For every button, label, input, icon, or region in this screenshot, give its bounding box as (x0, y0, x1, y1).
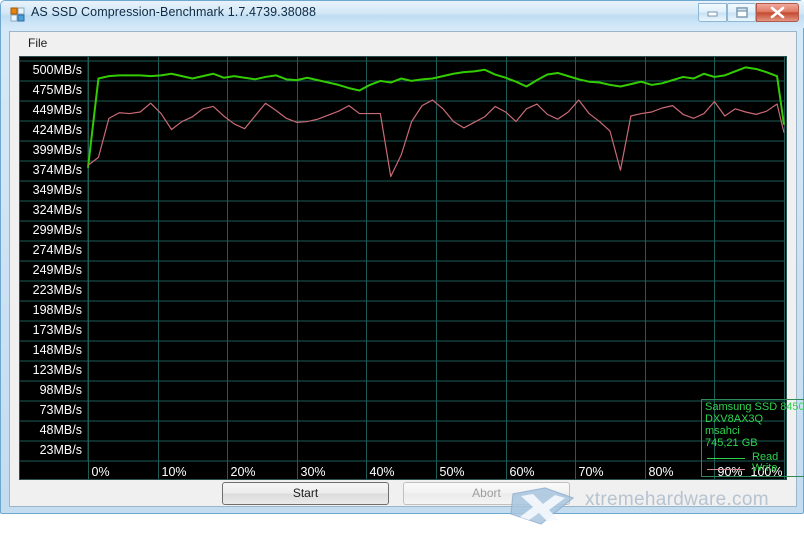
chart-series (87, 66, 785, 178)
x-tick-label: 30% (301, 465, 326, 479)
series-read-line (87, 66, 785, 168)
x-tick-label: 50% (440, 465, 465, 479)
y-axis-tick-labels: 500MB/s 475MB/s 449MB/s 424MB/s 399MB/s 374MB… (33, 63, 82, 457)
watermark-text: xtremehardware.com (585, 489, 769, 510)
minimize-icon (707, 11, 718, 17)
y-tick-label: 449MB/s (33, 103, 82, 117)
y-tick-label: 48MB/s (40, 423, 82, 437)
chart-gridlines (20, 57, 785, 479)
minimize-button[interactable] (698, 3, 727, 22)
x-tick-label: 10% (162, 465, 187, 479)
close-icon (770, 6, 785, 19)
legend-read-swatch (707, 458, 745, 459)
x-tick-label: 60% (510, 465, 535, 479)
y-tick-label: 73MB/s (40, 403, 82, 417)
y-tick-label: 324MB/s (33, 203, 82, 217)
y-tick-label: 23MB/s (40, 443, 82, 457)
x-tick-label: 0% (92, 465, 110, 479)
window-title: AS SSD Compression-Benchmark 1.7.4739.38… (31, 5, 317, 19)
x-tick-label: 70% (579, 465, 604, 479)
y-tick-label: 198MB/s (33, 303, 82, 317)
x-tick-label: 100% (751, 465, 783, 479)
chart-legend: Samsung SSD 8450 DXV8AX3Q msahci 745,21 … (701, 399, 804, 477)
x-tick-label: 20% (231, 465, 256, 479)
maximize-icon (736, 7, 748, 18)
close-button[interactable] (756, 3, 799, 22)
start-button[interactable]: Start (222, 482, 389, 505)
y-tick-label: 424MB/s (33, 123, 82, 137)
menu-item-file[interactable]: File (28, 36, 48, 50)
y-tick-label: 349MB/s (33, 183, 82, 197)
y-tick-label: 274MB/s (33, 243, 82, 257)
y-tick-label: 249MB/s (33, 263, 82, 277)
abort-button: Abort (403, 482, 570, 505)
x-tick-label: 90% (718, 465, 743, 479)
x-tick-label: 80% (649, 465, 674, 479)
legend-device: Samsung SSD 8450 (705, 401, 804, 413)
maximize-button[interactable] (727, 3, 756, 22)
series-write-line (87, 99, 785, 178)
y-tick-label: 500MB/s (33, 63, 82, 77)
x-tick-label: 40% (370, 465, 395, 479)
legend-capacity: 745,21 GB (705, 437, 758, 449)
y-tick-label: 148MB/s (33, 343, 82, 357)
legend-write-swatch (707, 469, 745, 470)
title-bar: AS SSD Compression-Benchmark 1.7.4739.38… (1, 1, 804, 28)
legend-read-label: Read (752, 451, 779, 463)
y-tick-label: 223MB/s (33, 283, 82, 297)
client-area: File 500MB/s 475MB/s 449MB/s 424MB/s 399MB/s… (9, 31, 804, 525)
y-tick-label: 123MB/s (33, 363, 82, 377)
x-axis-tick-labels: 0% 10% 20% 30% 40% 50% 60% 70% 80% 90% 100% (92, 465, 783, 479)
y-tick-label: 399MB/s (33, 143, 82, 157)
legend-firmware: DXV8AX3Q (705, 413, 764, 425)
y-tick-label: 299MB/s (33, 223, 82, 237)
y-tick-label: 374MB/s (33, 163, 82, 177)
chart-canvas: 500MB/s 475MB/s 449MB/s 424MB/s 399MB/s 374MB… (20, 57, 786, 479)
app-squares-icon (10, 7, 26, 23)
benchmark-chart: 500MB/s 475MB/s 449MB/s 424MB/s 399MB/s 374MB… (19, 56, 804, 480)
y-tick-label: 98MB/s (40, 383, 82, 397)
y-tick-label: 173MB/s (33, 323, 82, 337)
menu-bar: File (10, 32, 796, 53)
legend-write-label: Write (752, 462, 778, 474)
y-tick-label: 475MB/s (33, 83, 82, 97)
legend-driver: msahci (705, 425, 740, 437)
